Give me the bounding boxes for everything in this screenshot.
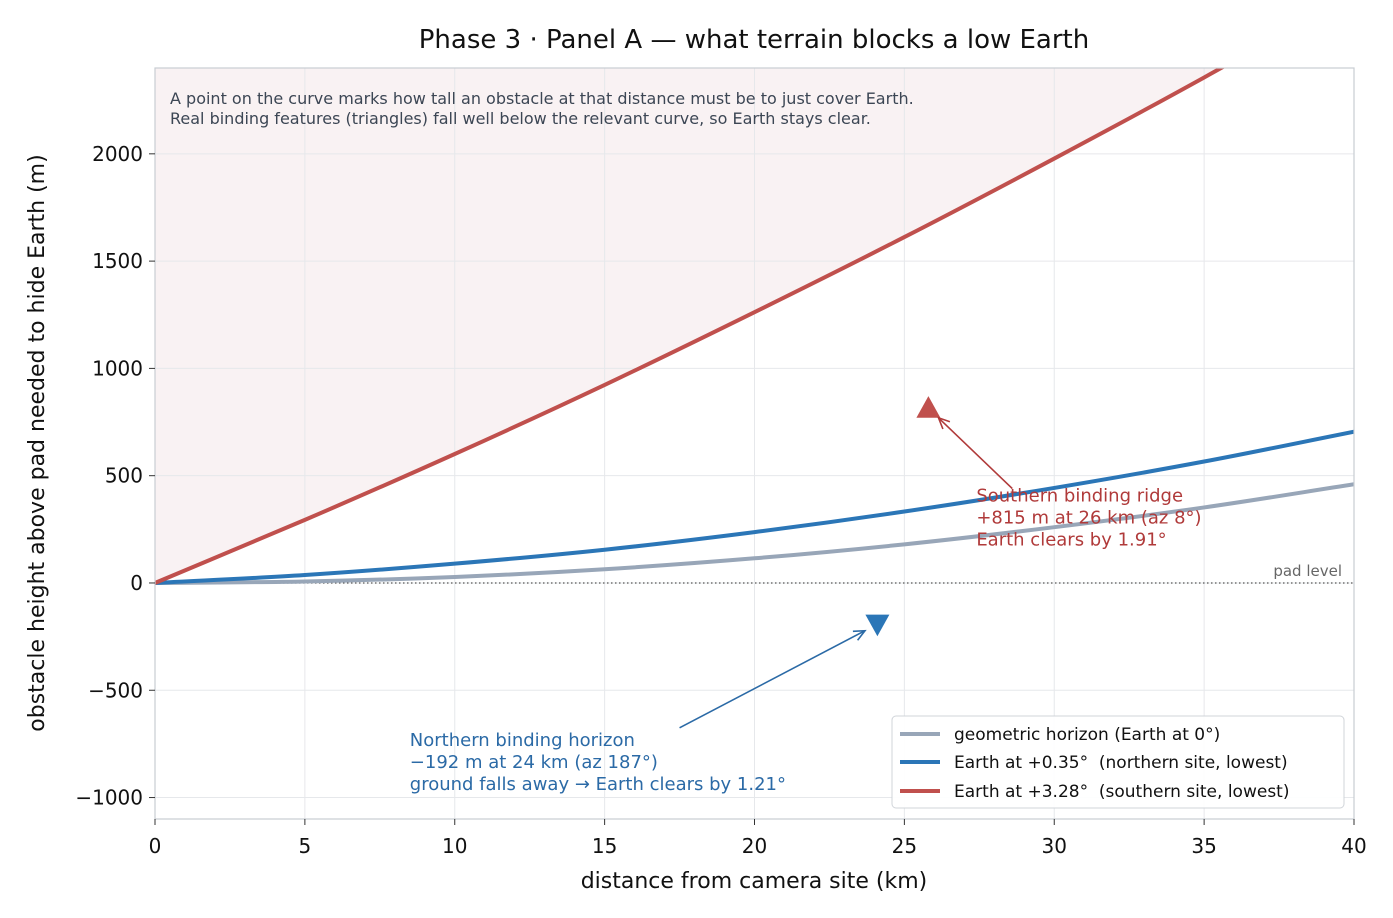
x-tick-label: 25 <box>892 834 917 858</box>
feature-arrow-1 <box>679 629 866 729</box>
y-tick-label: 1000 <box>92 356 143 380</box>
legend-entry: Earth at +0.35° (northern site, lowest) <box>900 753 1288 773</box>
x-tick-label: 30 <box>1042 834 1067 858</box>
series-line-1 <box>155 429 1354 585</box>
x-tick-label: 20 <box>742 834 767 858</box>
series-line-0 <box>155 482 1354 585</box>
note-line-2: Real binding features (triangles) fall w… <box>170 109 871 128</box>
x-tick-label: 15 <box>592 834 617 858</box>
chart-title: Phase 3 · Panel A — what terrain blocks … <box>419 25 1089 55</box>
series-layer <box>155 68 1354 585</box>
feature-label-1-line-0: Northern binding horizon <box>410 730 635 751</box>
y-tick-label: 2000 <box>92 142 143 166</box>
feature-arrowhead-0 <box>937 416 951 430</box>
x-tick-label: 5 <box>299 834 312 858</box>
feature-marker-1 <box>865 614 890 637</box>
legend-label: Earth at +0.35° (northern site, lowest) <box>954 753 1288 773</box>
legend: geometric horizon (Earth at 0°) Earth at… <box>891 715 1345 809</box>
pad-level-label: pad level <box>1273 562 1342 580</box>
feature-label-1-line-2: ground falls away → Earth clears by 1.21… <box>410 774 786 795</box>
y-axis-label: obstacle height above pad needed to hide… <box>25 154 50 731</box>
feature-layer: Southern binding ridge+815 m at 26 km (a… <box>410 396 1202 795</box>
note-line-1: A point on the curve marks how tall an o… <box>170 89 914 108</box>
x-tick-label: 35 <box>1191 834 1216 858</box>
x-tick-label: 0 <box>149 834 162 858</box>
y-tick-label: −500 <box>88 678 143 702</box>
x-tick-label: 40 <box>1341 834 1366 858</box>
x-tick-label: 10 <box>442 834 467 858</box>
legend-label: geometric horizon (Earth at 0°) <box>954 725 1220 745</box>
feature-arrowhead-1 <box>852 629 867 641</box>
feature-marker-0 <box>916 396 941 418</box>
y-tick-label: 1500 <box>92 249 143 273</box>
legend-label: Earth at +3.28° (southern site, lowest) <box>954 782 1289 802</box>
feature-label-0-line-0: Southern binding ridge <box>976 485 1183 506</box>
tick-layer: 0 5 10 15 20 25 30 35 40 −1000 −500 0 500 1000 1500 200… <box>75 142 1366 858</box>
y-tick-label: 0 <box>130 571 143 595</box>
y-tick-label: −1000 <box>75 786 143 810</box>
shaded-region-layer <box>155 68 1222 583</box>
feature-label-0-line-2: Earth clears by 1.91° <box>976 529 1166 550</box>
legend-frame <box>891 715 1345 809</box>
feature-arrow-0 <box>937 417 1013 490</box>
shaded-region <box>155 68 1222 583</box>
x-axis-label: distance from camera site (km) <box>581 869 928 894</box>
feature-label-0-line-1: +815 m at 26 km (az 8°) <box>976 507 1201 528</box>
notes-box: A point on the curve marks how tall an o… <box>170 89 914 128</box>
y-tick-label: 500 <box>105 464 143 488</box>
series-line-2 <box>155 68 1226 585</box>
legend-entry: Earth at +3.28° (southern site, lowest) <box>900 782 1289 802</box>
feature-label-1-line-1: −192 m at 24 km (az 187°) <box>410 752 658 773</box>
legend-entry: geometric horizon (Earth at 0°) <box>900 725 1220 745</box>
